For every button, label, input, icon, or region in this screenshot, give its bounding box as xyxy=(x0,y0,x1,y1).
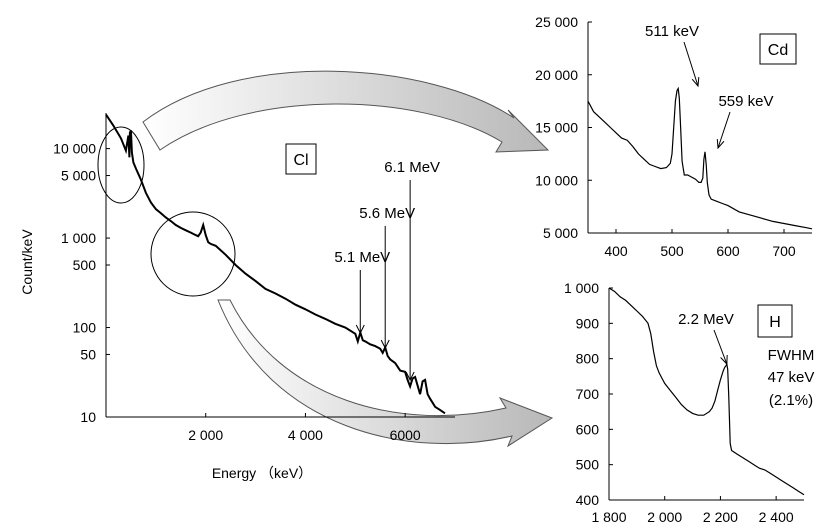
h-y-tick-label: 400 xyxy=(576,492,600,508)
cd-annotation-arrow xyxy=(683,41,699,87)
h-fwhm-value: 47 keV xyxy=(768,369,815,386)
main-y-axis-label: Count/keV xyxy=(19,229,35,295)
main-y-tick-label: 10 xyxy=(80,409,96,425)
main-annotation-arrowhead xyxy=(355,324,365,335)
h-annotation-arrowhead xyxy=(720,354,728,366)
main-y-tick-label: 500 xyxy=(73,257,97,273)
main-y-tick-label: 1 000 xyxy=(61,230,96,246)
h-y-tick-label: 800 xyxy=(576,351,600,367)
h-fwhm-percent: (2.1%) xyxy=(769,392,813,409)
main-chart-panel: 10 000 5 000 1 000 500 100 50 10 2 000 4 000 600… xyxy=(19,113,455,481)
main-annotation-arrowhead xyxy=(405,371,415,382)
cd-x-tick-label: 600 xyxy=(716,243,740,259)
h-chart-panel: 1 000 900 800 700 600 500 400 1 800 2 000 2 200 2… xyxy=(564,280,814,525)
h-x-tick-label: 2 000 xyxy=(647,509,682,525)
main-x-tick-label: 4 000 xyxy=(288,427,323,443)
cd-y-tick-label: 5 000 xyxy=(543,225,578,241)
main-y-tick-label: 100 xyxy=(73,320,97,336)
main-y-tick-label: 10 000 xyxy=(53,141,96,157)
main-x-axis-label: Energy （keV） xyxy=(212,465,312,481)
h-label-box xyxy=(757,304,793,338)
cd-y-tick-label: 25 000 xyxy=(535,14,578,30)
cd-annotation-arrow xyxy=(717,111,731,149)
h-fwhm-label: FWHM xyxy=(768,347,815,364)
h-y-tick-label: 1 000 xyxy=(564,280,599,296)
h-y-tick-label: 600 xyxy=(576,421,600,437)
h-annotation-label: 2.2 MeV xyxy=(678,311,734,328)
main-annotation-label: 6.1 MeV xyxy=(384,159,440,176)
cd-annotation-arrowhead xyxy=(716,138,725,150)
h-x-tick-label: 2 200 xyxy=(703,509,738,525)
cd-x-tick-label: 500 xyxy=(660,243,684,259)
h-x-tick-label: 2 400 xyxy=(759,509,794,525)
h-x-tick-label: 1 800 xyxy=(591,509,626,525)
cd-annotation-arrowhead xyxy=(691,76,700,88)
h-label: H xyxy=(769,314,781,331)
cd-y-tick-label: 15 000 xyxy=(535,120,578,136)
zoom-circle-h-region xyxy=(150,211,236,297)
cl-label-box xyxy=(285,143,317,175)
h-y-tick-label: 700 xyxy=(576,386,600,402)
main-x-tick-label: 6000 xyxy=(390,427,421,443)
main-annotation-arrowhead xyxy=(380,339,390,350)
cd-label-box xyxy=(759,33,797,65)
cd-label: Cd xyxy=(768,42,788,59)
main-series-line xyxy=(105,114,446,415)
main-y-tick-label: 50 xyxy=(80,346,96,362)
main-y-tick-label: 5 000 xyxy=(61,168,96,184)
zoom-circle-cd-region xyxy=(97,126,145,204)
cd-chart-panel: 25 000 20 000 15 000 10 000 5 000 400 500 600 7… xyxy=(535,14,813,259)
h-y-tick-label: 500 xyxy=(576,457,600,473)
main-annotation-label: 5.1 MeV xyxy=(334,249,390,266)
cd-x-tick-label: 700 xyxy=(772,243,796,259)
cd-annotation-label: 559 keV xyxy=(718,93,773,110)
h-annotation-arrow xyxy=(713,329,728,365)
cd-series-line xyxy=(587,86,813,230)
h-y-tick-label: 900 xyxy=(576,315,600,331)
cd-y-tick-label: 20 000 xyxy=(535,67,578,83)
cd-annotation-label: 511 keV xyxy=(645,23,699,40)
h-series-line xyxy=(608,287,805,496)
cd-x-tick-label: 400 xyxy=(604,243,628,259)
main-annotation-label: 5.6 MeV xyxy=(359,205,415,222)
cd-y-tick-label: 10 000 xyxy=(535,172,578,188)
cl-label: Cl xyxy=(293,152,308,169)
main-x-tick-label: 2 000 xyxy=(188,427,223,443)
zoom-arrow-to-cd xyxy=(142,70,550,153)
